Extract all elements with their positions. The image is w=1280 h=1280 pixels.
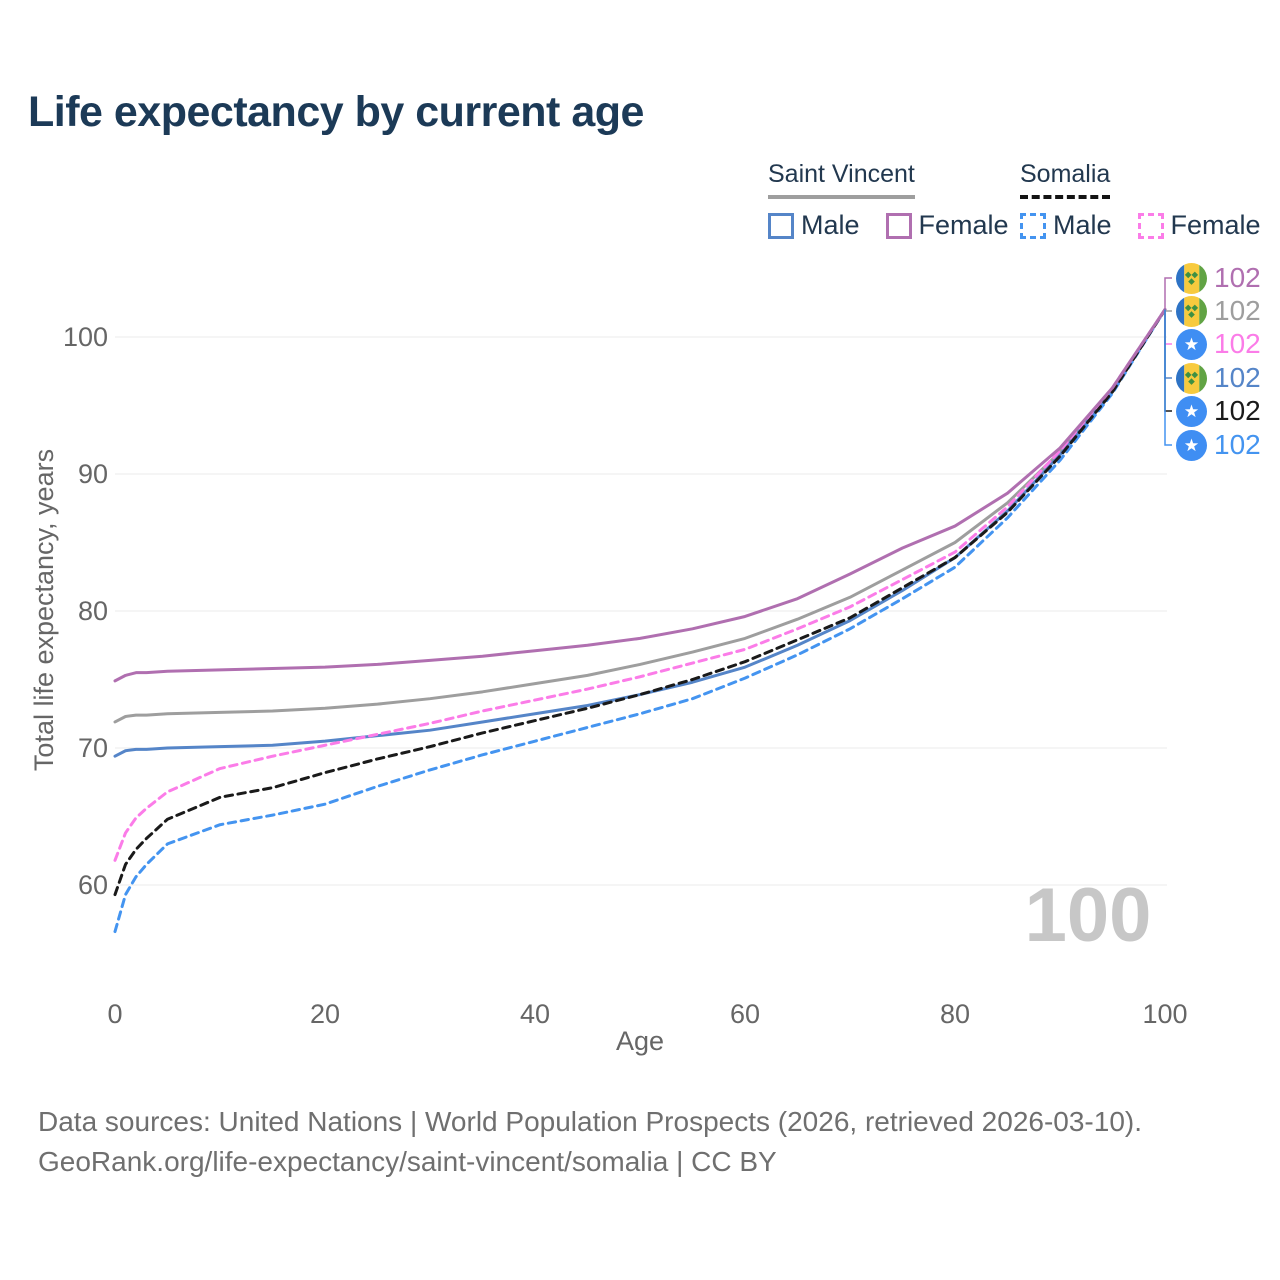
y-tick-label: 80 [77,596,108,626]
end-label-value: 102 [1214,362,1261,393]
series-line-somalia-female[interactable] [113,308,1167,862]
end-label-value: 102 [1214,395,1261,426]
legend-swatch [1137,212,1164,239]
somalia-flag-icon [1176,395,1207,427]
end-label-connector [1164,309,1172,412]
data-sources-text: Data sources: United Nations | World Pop… [38,1106,1143,1137]
legend-swatch [1020,212,1046,239]
series-line-saint-vincent-female[interactable] [113,308,1167,683]
end-label-connector [1164,309,1172,345]
end-label-saint-vincent: 102 [1176,295,1261,327]
saint-vincent-flag-icon [1176,262,1207,294]
y-tick-label: 90 [77,459,108,489]
x-tick-label: 60 [729,999,761,1029]
x-tick-label: 0 [107,999,123,1029]
series-line-saint-vincent-male[interactable] [113,308,1167,758]
end-label-value: 102 [1214,262,1261,293]
legend-item-somalia-female[interactable]: Female [1137,210,1261,241]
attribution-link-text: GeoRank.org/life-expectancy/saint-vincen… [38,1146,777,1177]
end-label-saint-vincent-female: 102 [1176,262,1261,294]
end-label-saint-vincent-male: 102 [1176,362,1261,394]
end-label-value: 102 [1214,328,1261,359]
end-label-connector [1164,277,1172,310]
age-watermark: 100 [1024,873,1152,958]
legend-item-label: Male [801,210,860,240]
saint-vincent-flag-icon [1176,295,1207,327]
saint-vincent-flag-icon [1176,362,1207,394]
series-line-somalia-male[interactable] [113,308,1167,934]
end-label-value: 102 [1214,429,1261,460]
page-title: Life expectancy by current age [28,88,644,136]
somalia-flag-icon [1176,328,1207,360]
end-label-somalia-male: 102 [1176,429,1261,461]
end-label-connector [1164,309,1172,446]
series-line-somalia[interactable] [113,308,1167,897]
end-label-somalia: 102 [1176,395,1261,427]
legend-group-somalia: Somalia Male Female [1020,160,1280,241]
y-axis-title: Total life expectancy, years [29,448,59,772]
legend-swatch [768,212,794,239]
x-tick-label: 40 [519,999,551,1029]
y-tick-label: 100 [62,322,108,352]
legend-item-somalia-male[interactable]: Male [1020,210,1112,241]
x-tick-label: 20 [309,999,341,1029]
legend-item-label: Male [1053,210,1112,240]
legend-item-saint-vincent-female[interactable]: Female [885,210,1009,241]
legend-group-title: Somalia [1020,160,1111,199]
legend-item-saint-vincent-male[interactable]: Male [768,210,860,241]
x-tick-label: 100 [1142,999,1188,1029]
end-label-value: 102 [1214,295,1261,326]
x-tick-label: 80 [939,999,971,1029]
somalia-flag-icon [1176,429,1207,461]
series-line-saint-vincent[interactable] [113,308,1167,724]
legend-group-saint-vincent: Saint Vincent Male Female [768,160,1035,241]
legend-swatch [885,212,912,239]
x-axis-title: Age [615,1026,665,1056]
end-label-somalia-female: 102 [1176,328,1261,360]
legend-item-label: Female [1170,210,1261,240]
y-tick-label: 70 [77,733,108,763]
y-tick-label: 60 [77,870,108,900]
legend-group-title: Saint Vincent [768,160,915,199]
legend-item-label: Female [918,210,1009,240]
